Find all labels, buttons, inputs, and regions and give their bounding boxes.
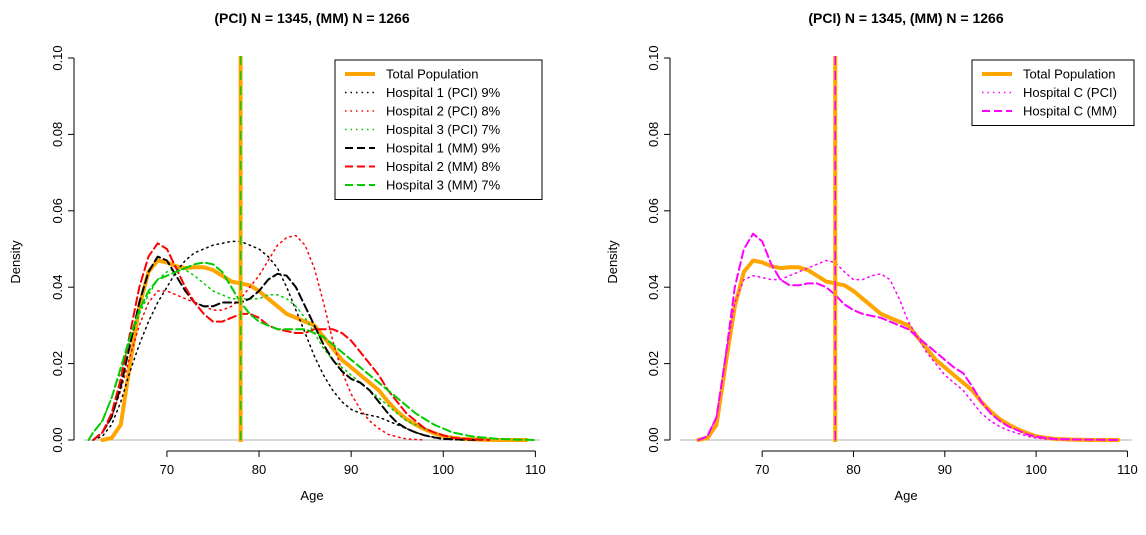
legend-box — [334, 59, 543, 200]
y-tick-label: 0.00 — [50, 427, 65, 452]
x-axis: 70 80 90 100 110 — [755, 450, 1138, 477]
y-tick-label: 0.06 — [50, 198, 65, 223]
x-tick-label: 80 — [846, 462, 860, 477]
y-axis: 0.00 0.02 0.04 0.06 0.08 0.10 — [50, 45, 75, 453]
series-line — [87, 261, 537, 441]
series-line — [100, 258, 529, 442]
x-tick-label: 90 — [344, 462, 358, 477]
series-line — [92, 255, 482, 441]
x-tick-label: 80 — [252, 462, 266, 477]
y-tick-label: 0.10 — [646, 45, 661, 70]
series-line — [92, 234, 426, 441]
y-tick-label: 0.06 — [646, 198, 661, 223]
series-line — [92, 240, 463, 441]
panel-right: (PCI) N = 1345, (MM) N = 1266 Age Densit… — [605, 10, 1138, 503]
x-axis: 70 80 90 100 110 — [160, 450, 546, 477]
legend: Total Population Hospital C (PCI) Hospital… — [971, 59, 1135, 126]
x-tick-label: 100 — [432, 462, 454, 477]
legend-label: Hospital 2 (MM) 8% — [386, 159, 501, 174]
series-line — [697, 232, 1120, 441]
plot-area-right: 70 80 90 100 110 0.00 0.02 0.04 0.06 0.08 0.10 Tota… — [646, 45, 1138, 477]
x-tick-label: 110 — [1117, 462, 1138, 477]
legend-label: Hospital 2 (PCI) 8% — [386, 104, 501, 119]
x-tick-label: 100 — [1025, 462, 1047, 477]
series-line — [92, 242, 491, 441]
chart-title-right: (PCI) N = 1345, (MM) N = 1266 — [808, 10, 1004, 26]
plot-area-left: 70 80 90 100 110 0.00 0.02 0.04 0.06 0.08 0.10 Tota… — [50, 45, 546, 477]
legend: Total Population Hospital 1 (PCI) 9% Hospi… — [334, 59, 543, 200]
y-tick-label: 0.02 — [646, 351, 661, 376]
y-axis-label-left: Density — [8, 240, 23, 284]
x-tick-label: 70 — [755, 462, 769, 477]
y-tick-label: 0.10 — [50, 45, 65, 70]
x-tick-label: 70 — [160, 462, 174, 477]
x-tick-label: 110 — [525, 462, 546, 477]
series-line — [87, 267, 481, 441]
y-axis: 0.00 0.02 0.04 0.06 0.08 0.10 — [646, 45, 671, 453]
y-tick-label: 0.04 — [646, 275, 661, 300]
x-axis-label-right: Age — [894, 488, 917, 503]
legend-label: Total Population — [386, 67, 479, 82]
y-axis-label-right: Density — [605, 240, 620, 284]
chart-title-left: (PCI) N = 1345, (MM) N = 1266 — [214, 10, 410, 26]
y-tick-label: 0.08 — [646, 122, 661, 147]
legend-label: Total Population — [1023, 67, 1116, 82]
legend-label: Hospital 3 (PCI) 7% — [386, 122, 501, 137]
legend-label: Hospital 3 (MM) 7% — [386, 178, 501, 193]
x-tick-label: 90 — [938, 462, 952, 477]
legend-label: Hospital 1 (MM) 9% — [386, 141, 501, 156]
y-tick-label: 0.00 — [646, 427, 661, 452]
legend-label: Hospital C (PCI) — [1023, 85, 1117, 100]
y-tick-label: 0.04 — [50, 275, 65, 300]
panel-left: (PCI) N = 1345, (MM) N = 1266 Age Densit… — [8, 10, 546, 503]
legend-label: Hospital 1 (PCI) 9% — [386, 85, 501, 100]
series-line — [697, 259, 1074, 441]
y-tick-label: 0.08 — [50, 122, 65, 147]
legend-label: Hospital C (MM) — [1023, 104, 1117, 119]
y-tick-label: 0.02 — [50, 351, 65, 376]
x-axis-label-left: Age — [300, 488, 323, 503]
series-line — [696, 258, 1121, 442]
